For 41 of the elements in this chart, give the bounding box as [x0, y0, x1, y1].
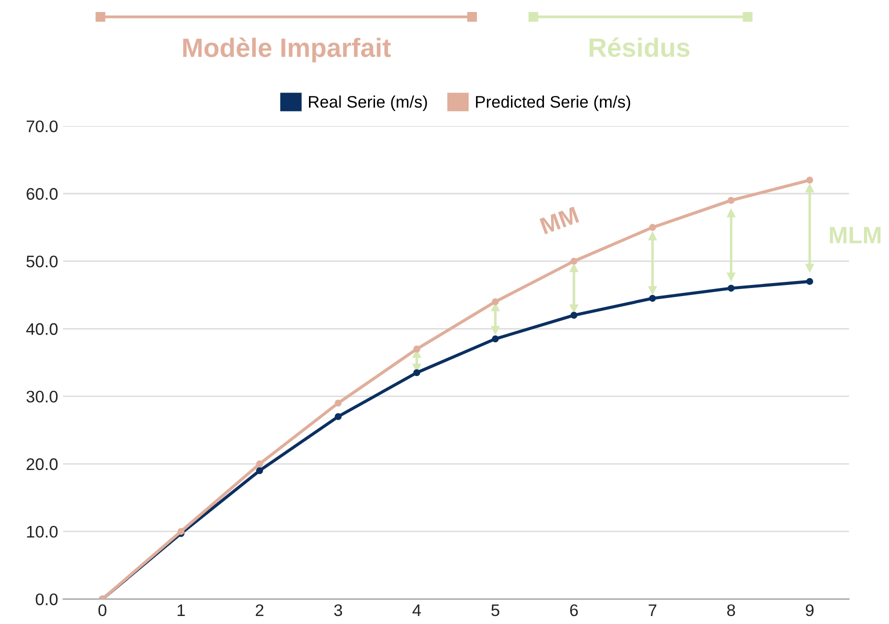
y-tick-label: 50.0	[26, 256, 58, 268]
point	[413, 346, 420, 353]
point	[570, 258, 578, 265]
point	[649, 294, 656, 302]
x-tick-label: 9	[806, 604, 814, 616]
point	[178, 528, 184, 535]
annotation: MLM	[830, 226, 881, 244]
x-tick-label: 5	[491, 604, 500, 616]
y-tick-label: 70.0	[26, 120, 58, 132]
point	[256, 460, 264, 468]
point	[806, 176, 814, 184]
point	[413, 369, 420, 376]
point	[492, 298, 499, 306]
y-tick-label: 30.0	[26, 390, 58, 403]
text: Résidus	[590, 37, 690, 58]
point	[334, 400, 342, 407]
point	[728, 196, 735, 204]
point	[570, 312, 578, 319]
x-tick-label: 1	[178, 604, 185, 616]
x-tick-label: 8	[727, 604, 736, 616]
y-tick-label: 10.0	[27, 526, 58, 538]
x-tick-label: 0	[98, 604, 106, 616]
x-tick-label: 7	[648, 604, 656, 616]
annotation: MM	[540, 206, 580, 234]
point	[649, 224, 656, 231]
legend-label: Real Serie (m/s)	[308, 96, 427, 112]
point	[492, 335, 499, 342]
text: Modèle Imparfait	[183, 38, 391, 62]
x-tick-label: 3	[334, 604, 342, 616]
point	[256, 467, 264, 474]
legend-label: Predicted Serie (m/s)	[476, 96, 630, 112]
point	[728, 284, 735, 292]
y-tick-label: 40.0	[26, 323, 58, 335]
point	[806, 278, 814, 285]
x-tick-label: 2	[256, 604, 264, 616]
x-tick-label: 4	[412, 604, 421, 616]
x-tick-label: 6	[570, 604, 578, 616]
y-tick-label: 60.0	[26, 188, 58, 200]
point	[334, 413, 342, 420]
y-tick-label: 20.0	[26, 458, 58, 470]
y-tick-label: 0.0	[36, 593, 58, 606]
